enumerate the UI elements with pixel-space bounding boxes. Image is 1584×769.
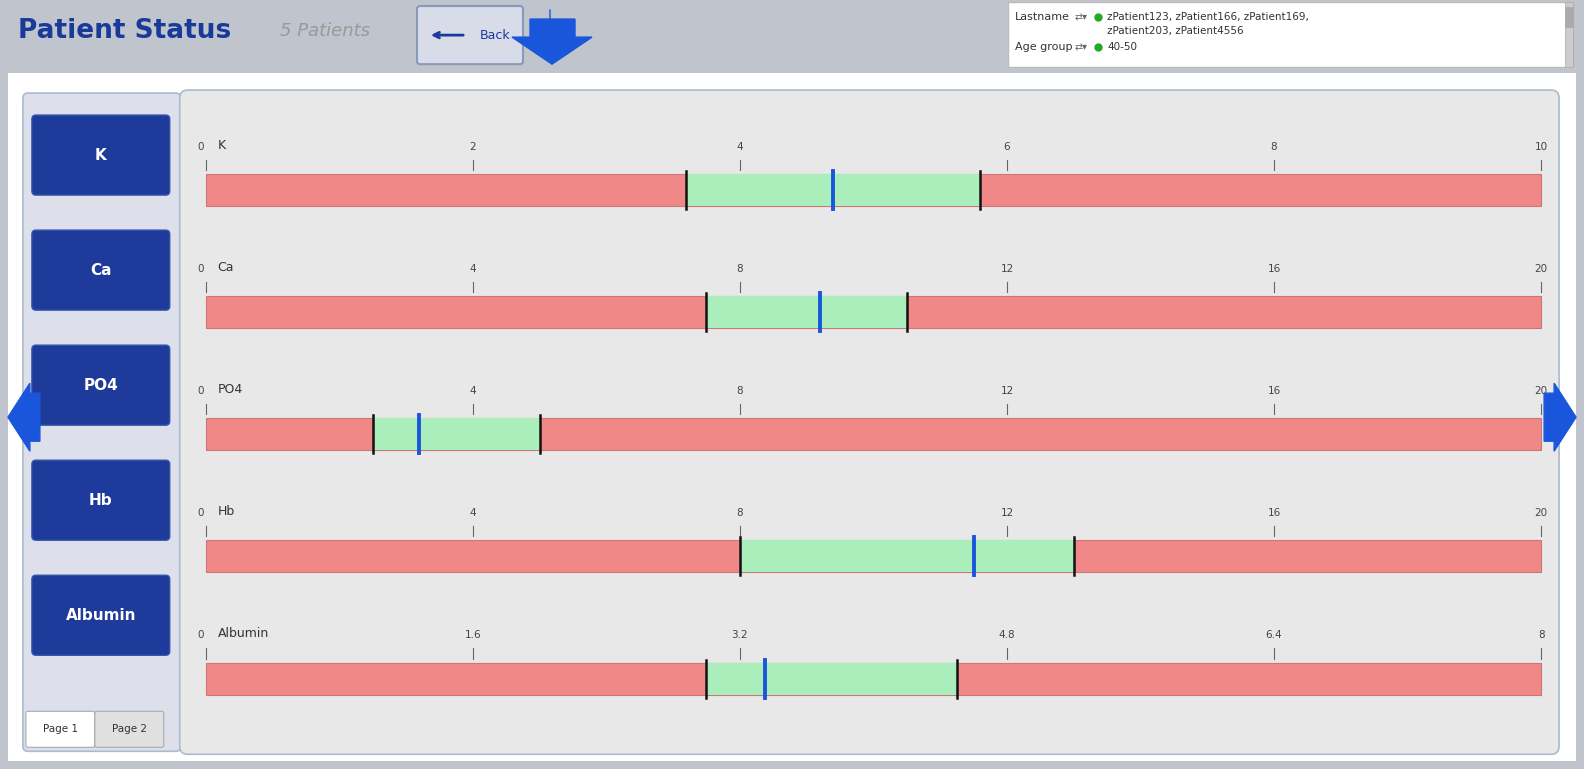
Text: Ca: Ca xyxy=(217,261,234,274)
Text: 8: 8 xyxy=(1538,631,1544,641)
Text: Albumin: Albumin xyxy=(217,628,269,641)
Polygon shape xyxy=(8,383,40,451)
Text: 20: 20 xyxy=(1535,508,1548,518)
Bar xyxy=(206,296,1541,328)
Bar xyxy=(740,541,1074,572)
Text: 20: 20 xyxy=(1535,386,1548,396)
FancyBboxPatch shape xyxy=(32,230,169,310)
Text: 4: 4 xyxy=(469,508,477,518)
Text: 8: 8 xyxy=(737,508,743,518)
FancyBboxPatch shape xyxy=(32,575,169,655)
Text: 6: 6 xyxy=(1004,141,1011,151)
Polygon shape xyxy=(1544,383,1576,451)
Text: 0: 0 xyxy=(196,631,204,641)
Text: 4.8: 4.8 xyxy=(998,631,1015,641)
Text: 20: 20 xyxy=(1535,264,1548,274)
Text: 5 Patients: 5 Patients xyxy=(280,22,371,40)
Bar xyxy=(206,663,1541,694)
Text: K: K xyxy=(95,148,106,162)
Bar xyxy=(706,663,957,694)
Bar xyxy=(1565,7,1573,27)
FancyBboxPatch shape xyxy=(5,70,1579,764)
FancyBboxPatch shape xyxy=(179,90,1559,754)
Text: 2: 2 xyxy=(469,141,477,151)
Text: PO4: PO4 xyxy=(84,378,119,393)
Text: Hb: Hb xyxy=(217,505,234,518)
Text: 12: 12 xyxy=(1001,508,1014,518)
Text: 0: 0 xyxy=(196,508,204,518)
FancyBboxPatch shape xyxy=(32,115,169,195)
Text: 16: 16 xyxy=(1267,264,1280,274)
Text: 16: 16 xyxy=(1267,386,1280,396)
Text: 8: 8 xyxy=(737,386,743,396)
FancyBboxPatch shape xyxy=(95,711,163,747)
Text: 12: 12 xyxy=(1001,386,1014,396)
Text: 8: 8 xyxy=(737,264,743,274)
Text: ⇄▾: ⇄▾ xyxy=(1076,12,1088,22)
Text: Back: Back xyxy=(480,28,510,42)
Text: Ca: Ca xyxy=(90,263,111,278)
Text: 16: 16 xyxy=(1267,508,1280,518)
Bar xyxy=(686,174,980,205)
Text: Hb: Hb xyxy=(89,493,112,508)
Text: Lastname: Lastname xyxy=(1015,12,1071,22)
Text: Page 2: Page 2 xyxy=(112,724,147,734)
Text: Patient Status: Patient Status xyxy=(17,18,231,44)
Text: 3.2: 3.2 xyxy=(732,631,748,641)
Text: zPatient123, zPatient166, zPatient169,: zPatient123, zPatient166, zPatient169, xyxy=(1107,12,1308,22)
Text: 0: 0 xyxy=(196,141,204,151)
Text: 12: 12 xyxy=(1001,264,1014,274)
Text: 8: 8 xyxy=(1270,141,1277,151)
Text: 4: 4 xyxy=(469,264,477,274)
Text: 1.6: 1.6 xyxy=(464,631,482,641)
Bar xyxy=(206,174,1541,205)
FancyBboxPatch shape xyxy=(417,6,523,64)
Bar xyxy=(1565,2,1573,67)
Text: 6.4: 6.4 xyxy=(1266,631,1283,641)
Bar xyxy=(206,418,1541,450)
Text: 0: 0 xyxy=(196,264,204,274)
Text: K: K xyxy=(217,138,227,151)
FancyBboxPatch shape xyxy=(1007,2,1573,67)
Text: zPatient203, zPatient4556: zPatient203, zPatient4556 xyxy=(1107,26,1243,36)
FancyBboxPatch shape xyxy=(22,93,181,751)
FancyBboxPatch shape xyxy=(32,460,169,541)
Bar xyxy=(372,418,540,450)
Text: 0: 0 xyxy=(196,386,204,396)
Text: 40-50: 40-50 xyxy=(1107,42,1137,52)
Text: ⇄▾: ⇄▾ xyxy=(1076,42,1088,52)
FancyBboxPatch shape xyxy=(25,711,95,747)
Bar xyxy=(706,296,906,328)
Text: 10: 10 xyxy=(1535,141,1548,151)
Text: Albumin: Albumin xyxy=(65,608,136,623)
Text: PO4: PO4 xyxy=(217,383,242,396)
Text: Age group: Age group xyxy=(1015,42,1072,52)
Bar xyxy=(206,541,1541,572)
Text: 4: 4 xyxy=(737,141,743,151)
Text: 4: 4 xyxy=(469,386,477,396)
FancyBboxPatch shape xyxy=(32,345,169,425)
Text: Page 1: Page 1 xyxy=(43,724,78,734)
Polygon shape xyxy=(512,19,592,64)
